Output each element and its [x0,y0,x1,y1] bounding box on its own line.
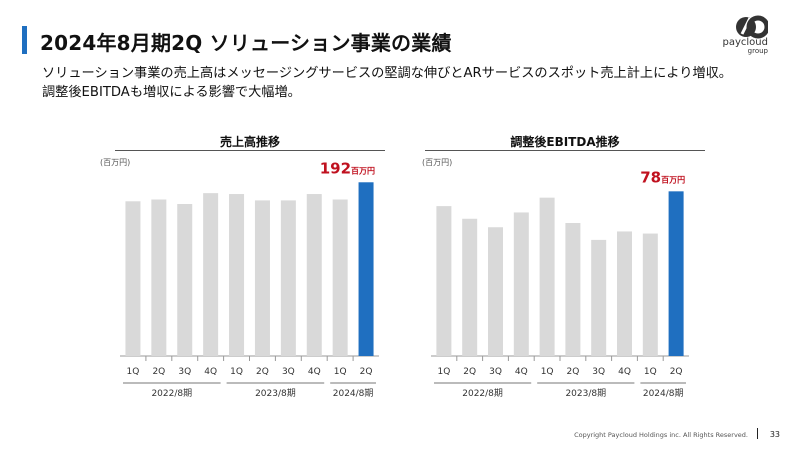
title-accent-bar [22,26,27,54]
sales-group-label: 2022/8期 [151,388,192,399]
sales-category-label: 2Q [152,367,165,377]
ebitda-chart-unit: (百万円) [422,158,453,167]
sales-category-label: 1Q [127,367,140,377]
sales-category-label: 1Q [334,367,347,377]
sales-chart-title: 売上高推移 [219,135,280,149]
sales-highlight-unit: 百万円 [351,166,375,175]
sales-highlight-label: 192百万円 [320,159,375,177]
page-title: 2024年8月期2Q ソリューション事業の業績 [40,31,452,55]
sales-category-label: 4Q [204,367,217,377]
sales-chart-rule [115,150,385,151]
sales-group-label: 2024/8期 [333,388,374,399]
sales-bar [203,193,219,356]
copyright-text: Copyright Paycloud Holdings inc. All Rig… [574,431,748,439]
paycloud-logo-icon [736,15,768,39]
page-number-separator [756,428,758,439]
sales-category-label: 2Q [256,367,269,377]
sales-category-label: 4Q [308,367,321,377]
sales-highlight-value: 192 [320,159,351,177]
logo-wordmark: paycloud group [723,38,768,56]
logo-text: paycloud [722,37,768,48]
page-subtitle: ソリューション事業の売上高はメッセージングサービスの堅調な伸びとARサービスのス… [42,66,732,100]
sales-bar [254,200,270,356]
sales-bar [332,199,348,356]
logo-subtext: group [747,47,768,55]
sales-chart-unit: (百万円) [100,158,131,167]
sales-bar [229,194,245,356]
sales-category-label: 2Q [360,367,373,377]
sales-bar [280,200,296,356]
sales-bar [358,182,374,356]
sales-bar [125,201,141,356]
sales-bar [177,204,193,356]
sales-category-label: 1Q [230,367,243,377]
sales-category-label: 3Q [178,367,191,377]
page-number: 33 [769,430,780,439]
sales-bar [151,199,167,356]
ebitda-chart-title: 調整後EBITDA推移 [510,135,620,149]
sales-bar [306,194,322,356]
ebitda-chart-rule [425,150,705,151]
sales-category-label: 3Q [282,367,295,377]
sales-group-label: 2023/8期 [255,388,296,399]
